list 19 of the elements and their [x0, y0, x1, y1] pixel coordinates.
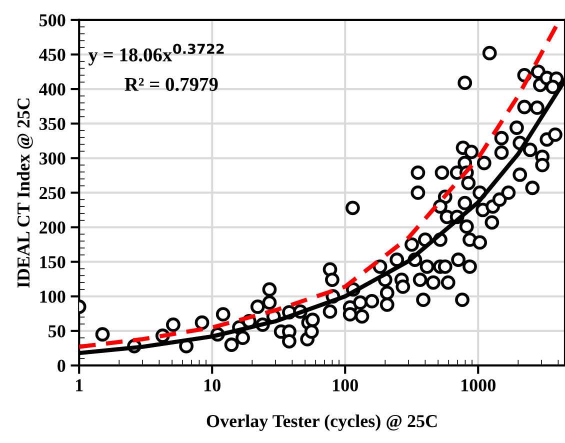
y-tick-label: 400 — [39, 83, 66, 96]
y-tick-label: 0 — [58, 360, 66, 372]
y-tick-label: 450 — [39, 48, 66, 61]
y-tick-label: 500 — [40, 14, 66, 26]
x-axis-title: Overlay Tester (cycles) @ 25C — [206, 414, 437, 431]
y-tick-label: 100 — [40, 290, 66, 303]
x-tick-label: 100 — [333, 379, 358, 392]
y-tick-label: 300 — [40, 152, 66, 165]
y-tick-label: 250 — [40, 186, 66, 200]
y-tick-label: 50 — [48, 325, 66, 338]
y-tick-label: 200 — [40, 222, 66, 234]
y-axis-title: IDEAL CT Index @ 25C — [16, 98, 33, 288]
y-tick-label: 150 — [40, 256, 66, 268]
x-tick-label: 1 — [76, 379, 83, 392]
annotation: R² = 0.7979 — [124, 78, 218, 92]
annotation: y = 18.06x$^{0.3722}$ — [88, 44, 224, 66]
x-tick-label: 10 — [204, 379, 220, 392]
y-tick-label: 350 — [40, 118, 66, 130]
x-tick-label: 1000 — [462, 379, 496, 392]
